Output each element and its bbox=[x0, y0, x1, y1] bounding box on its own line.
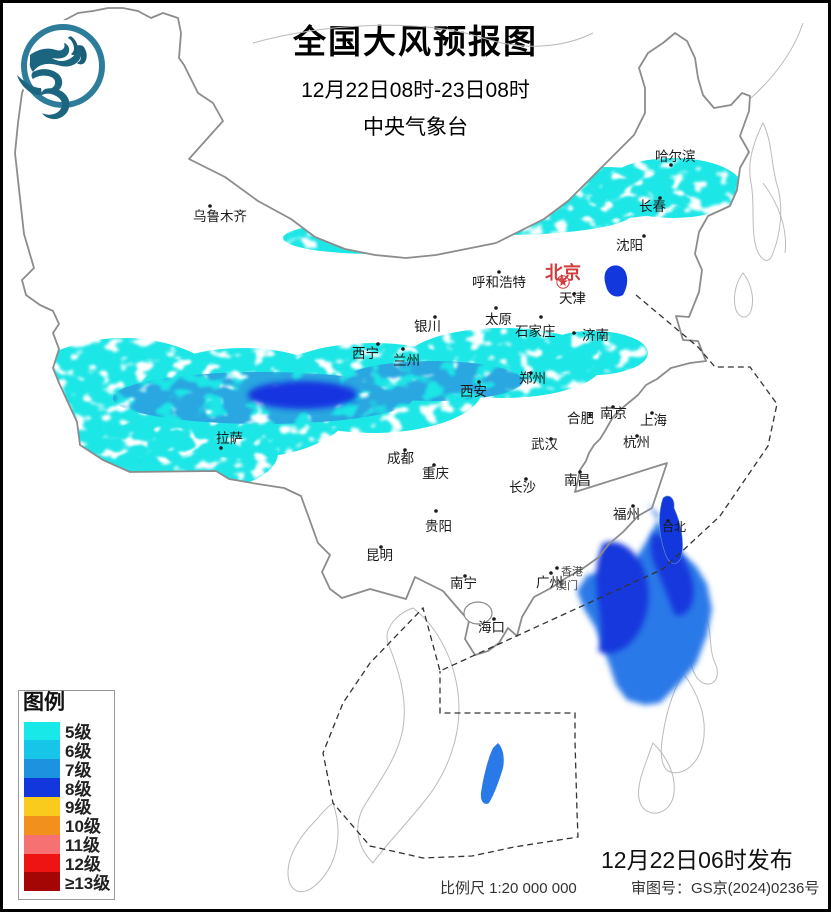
svg-text:兰州: 兰州 bbox=[393, 353, 420, 368]
svg-text:南宁: 南宁 bbox=[450, 575, 477, 591]
svg-text:哈尔滨: 哈尔滨 bbox=[655, 149, 696, 164]
svg-text:银川: 银川 bbox=[414, 319, 441, 334]
svg-text:济南: 济南 bbox=[582, 328, 609, 343]
svg-text:长春: 长春 bbox=[639, 199, 667, 214]
svg-text:上海: 上海 bbox=[640, 413, 667, 428]
svg-text:福州: 福州 bbox=[613, 507, 640, 522]
svg-text:海口: 海口 bbox=[478, 620, 505, 635]
svg-text:杭州: 杭州 bbox=[623, 435, 650, 450]
svg-text:台北: 台北 bbox=[662, 519, 686, 534]
svg-text:合肥: 合肥 bbox=[567, 411, 594, 426]
svg-text:昆明: 昆明 bbox=[366, 548, 393, 563]
svg-text:南京: 南京 bbox=[600, 406, 627, 421]
svg-text:香港: 香港 bbox=[561, 565, 583, 578]
svg-text:沈阳: 沈阳 bbox=[616, 238, 643, 253]
svg-text:太原: 太原 bbox=[485, 312, 512, 327]
svg-text:西安: 西安 bbox=[460, 384, 487, 399]
svg-text:呼和浩特: 呼和浩特 bbox=[472, 275, 526, 290]
svg-text:郑州: 郑州 bbox=[519, 371, 546, 386]
svg-text:长沙: 长沙 bbox=[509, 480, 536, 495]
svg-text:成都: 成都 bbox=[387, 451, 414, 466]
svg-text:西宁: 西宁 bbox=[352, 345, 379, 361]
svg-text:南昌: 南昌 bbox=[564, 473, 591, 488]
svg-text:贵阳: 贵阳 bbox=[425, 519, 452, 534]
svg-text:石家庄: 石家庄 bbox=[515, 323, 556, 339]
svg-text:拉萨: 拉萨 bbox=[216, 431, 243, 446]
svg-text:天津: 天津 bbox=[559, 291, 586, 306]
svg-text:澳门: 澳门 bbox=[556, 578, 578, 592]
svg-text:武汉: 武汉 bbox=[531, 437, 559, 452]
svg-text:重庆: 重庆 bbox=[422, 466, 449, 481]
svg-text:乌鲁木齐: 乌鲁木齐 bbox=[193, 209, 247, 224]
